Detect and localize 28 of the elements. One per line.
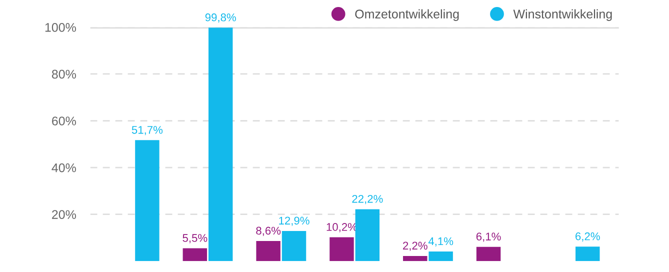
data-label: 5,5% [182,234,208,244]
data-label: 8,6% [256,226,281,236]
data-label: 6,2% [576,232,600,242]
data-label: 22,2% [352,194,383,204]
data-label: 6,1% [476,232,501,242]
legend-label: Omzetontwikkeling [355,9,459,21]
bar [330,237,354,262]
y-tick-label: 60% [52,116,76,126]
bar [282,230,306,262]
y-tick-label: 100% [45,23,76,32]
bar [403,256,428,262]
legend-label: Winstontwikkeling [513,9,612,21]
bar [355,209,380,262]
y-tick-label: 20% [52,210,76,219]
bar [135,140,160,262]
y-tick-label: 80% [52,70,76,79]
data-label: 4,1% [428,237,454,246]
data-label: 51,7% [132,126,163,136]
bar [476,246,501,262]
bar [182,248,208,262]
bar [208,28,233,262]
bar [428,252,453,262]
bar [576,246,600,262]
y-tick-label: 40% [52,163,76,172]
data-label: 99,8% [205,13,236,23]
data-label: 12,9% [279,216,310,226]
bar [256,241,280,262]
data-label: 2,2% [403,242,428,251]
